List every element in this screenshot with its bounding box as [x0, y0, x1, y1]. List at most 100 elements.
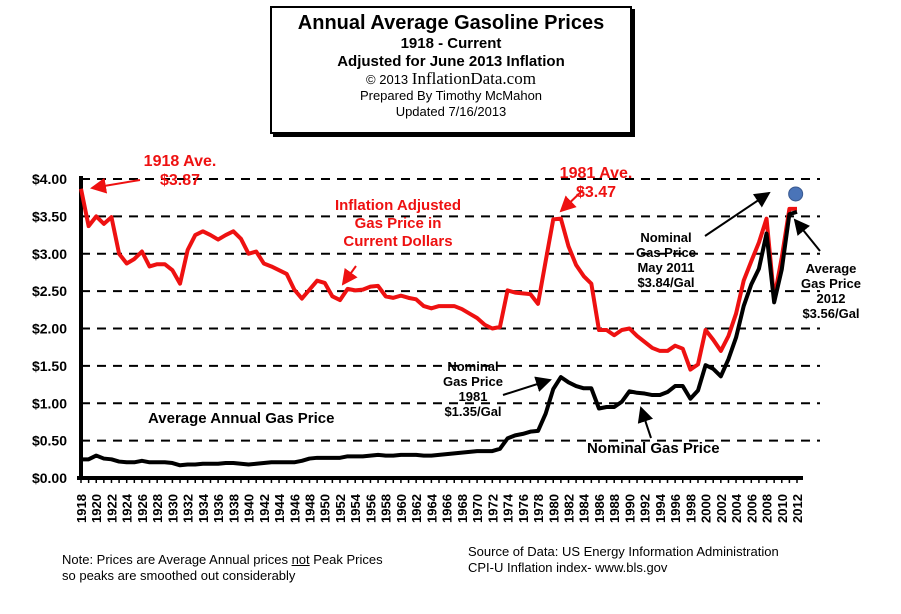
- x-tick-label: 1922: [104, 494, 119, 523]
- arrow-1918: [90, 177, 141, 194]
- source-line2: CPI-U Inflation index- www.bls.gov: [468, 560, 668, 575]
- x-tick-label: 1934: [196, 493, 211, 523]
- x-tick-label: 1956: [363, 494, 378, 523]
- x-tick-label: 1946: [287, 494, 302, 523]
- chart-subtitle-inflation: Adjusted for June 2013 Inflation: [337, 53, 565, 70]
- series-line-nominal: [81, 209, 798, 468]
- annotation-1918: $3.87: [160, 172, 200, 189]
- chart-subtitle-years: 1918 - Current: [400, 35, 502, 52]
- x-tick-label: 1970: [470, 494, 485, 523]
- y-tick-label: $3.00: [32, 246, 67, 262]
- y-tick-label: $4.00: [32, 171, 67, 187]
- annotation-nominal-2011: Nominal: [640, 230, 691, 245]
- footnote-line2: so peaks are smoothed out considerably: [62, 568, 296, 583]
- x-tick-label: 1940: [242, 494, 257, 523]
- y-tick-label: $0.00: [32, 470, 67, 486]
- y-tick-label: $1.00: [32, 395, 67, 411]
- x-tick-label: 1938: [226, 494, 241, 523]
- arrow-nominal-2011: [704, 191, 771, 237]
- annotation-nominal-1981: Nominal: [447, 359, 498, 374]
- footnote-text: Note: Prices are Average Annual prices: [62, 552, 292, 567]
- arrow-avg-2012: [793, 218, 821, 252]
- annotation-avg-2012: Average: [806, 261, 857, 276]
- x-tick-label: 1954: [348, 493, 363, 523]
- updated-date: Updated 7/16/2013: [395, 104, 507, 119]
- site-name: InflationData.com: [411, 69, 536, 88]
- x-tick-label: 1952: [333, 494, 348, 523]
- x-tick-label: 1948: [303, 494, 318, 523]
- x-tick-label: 2000: [699, 494, 714, 523]
- y-tick-label: $2.00: [32, 321, 67, 337]
- annotation-nominal-2011: $3.84/Gal: [637, 275, 694, 290]
- annotation-nominal-2011: May 2011: [637, 260, 694, 275]
- annotation-nominal-1981: 1981: [459, 389, 488, 404]
- annotation-nominal-2011: Gas Price: [636, 245, 696, 260]
- nominal-price-label: Nominal Gas Price: [587, 440, 720, 457]
- x-tick-label: 1960: [394, 494, 409, 523]
- footnote: Note: Prices are Average Annual prices n…: [62, 552, 383, 584]
- x-tick-label: 1986: [592, 494, 607, 523]
- x-tick-label: 1962: [409, 494, 424, 523]
- x-tick-label: 1966: [440, 494, 455, 523]
- x-tick-label: 2012: [790, 494, 805, 523]
- footnote-text-end: Peak Prices: [309, 552, 383, 567]
- x-tick-label: 1978: [531, 494, 546, 523]
- y-tick-label: $3.50: [32, 208, 67, 224]
- y-tick-label: $0.50: [32, 433, 67, 449]
- x-tick-label: 1968: [455, 494, 470, 523]
- series-line-adjusted: [79, 188, 797, 372]
- annotation-1918: 1918 Ave.: [144, 153, 217, 170]
- y-tick-label: $2.50: [32, 283, 67, 299]
- x-tick-label: 1932: [181, 494, 196, 523]
- x-tick-label: 1990: [622, 494, 637, 523]
- x-tick-label: 2004: [729, 493, 744, 523]
- x-tick-label: 1980: [546, 494, 561, 523]
- copyright: © 2013 InflationData.com: [272, 69, 630, 88]
- copyright-text: © 2013: [366, 72, 409, 87]
- annotation-1981: 1981 Ave.: [560, 165, 633, 182]
- x-tick-label: 1984: [577, 493, 592, 523]
- x-tick-label: 1998: [683, 494, 698, 523]
- x-tick-label: 2002: [714, 494, 729, 523]
- x-tick-label: 1950: [318, 494, 333, 523]
- x-tick-label: 1974: [501, 493, 516, 523]
- x-tick-label: 1958: [379, 494, 394, 523]
- x-tick-label: 1920: [89, 494, 104, 523]
- x-tick-label: 1996: [668, 494, 683, 523]
- x-tick-label: 1994: [653, 493, 668, 523]
- prepared-by: Prepared By Timothy McMahon: [359, 88, 543, 103]
- x-tick-label: 1964: [424, 493, 439, 523]
- x-tick-label: 1976: [516, 494, 531, 523]
- footnote-not: not: [291, 552, 310, 567]
- annotation-1981: $3.47: [576, 184, 616, 201]
- x-tick-label: 1924: [120, 493, 135, 523]
- y-tick-label: $1.50: [32, 358, 67, 374]
- x-tick-label: 1928: [150, 494, 165, 523]
- x-tick-label: 1988: [607, 494, 622, 523]
- x-tick-label: 1936: [211, 494, 226, 523]
- arrow-nominal: [637, 406, 654, 439]
- adjusted-price-label: Inflation Adjusted: [335, 197, 461, 214]
- arrow-adjusted: [341, 265, 358, 286]
- x-tick-label: 1982: [561, 494, 576, 523]
- x-tick-label: 1918: [74, 494, 89, 523]
- x-tick-label: 1926: [135, 494, 150, 523]
- x-tick-label: 1942: [257, 494, 272, 523]
- source-line1: Source of Data: US Energy Information Ad…: [468, 544, 779, 559]
- annotation-avg-2012: Gas Price: [801, 276, 861, 291]
- marker-2011: [788, 186, 804, 202]
- x-tick-label: 1972: [485, 494, 500, 523]
- title-box: Annual Average Gasoline Prices 1918 - Cu…: [270, 6, 632, 134]
- annotation-avg-2012: $3.56/Gal: [802, 306, 859, 321]
- arrow-nominal-1981: [502, 376, 552, 396]
- x-tick-label: 2010: [775, 494, 790, 523]
- x-tick-label: 1944: [272, 493, 287, 523]
- x-tick-label: 2006: [744, 494, 759, 523]
- adjusted-price-label: Current Dollars: [343, 233, 452, 250]
- source-note: Source of Data: US Energy Information Ad…: [468, 544, 779, 576]
- average-annual-label: Average Annual Gas Price: [148, 410, 334, 427]
- x-tick-label: 2008: [760, 494, 775, 523]
- annotation-nominal-1981: Gas Price: [443, 374, 503, 389]
- x-tick-label: 1930: [165, 494, 180, 523]
